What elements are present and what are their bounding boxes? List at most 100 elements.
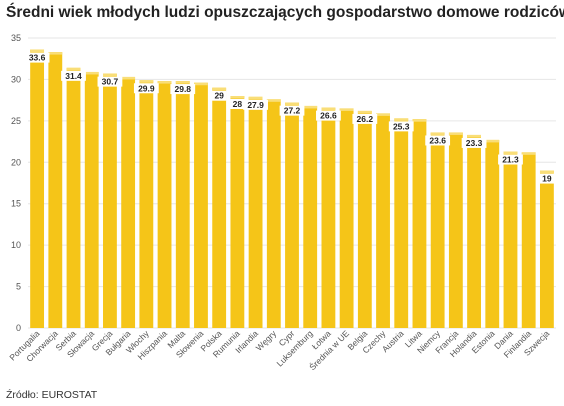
bar-cap bbox=[485, 139, 500, 143]
data-label-bg bbox=[279, 105, 305, 116]
bar bbox=[412, 119, 427, 328]
bar-cap bbox=[84, 71, 99, 75]
y-tick-label: 20 bbox=[11, 157, 21, 167]
bar-cap bbox=[248, 96, 263, 100]
bar-cap bbox=[430, 132, 445, 135]
data-label: 21.3 bbox=[502, 155, 519, 165]
data-label-bg bbox=[230, 99, 245, 109]
bar-cap bbox=[394, 118, 409, 121]
bar bbox=[175, 81, 190, 328]
data-label-bg bbox=[461, 137, 487, 148]
bar bbox=[48, 52, 63, 328]
bar bbox=[503, 151, 518, 328]
bar bbox=[357, 110, 372, 329]
bar bbox=[157, 81, 172, 328]
bar-cap bbox=[139, 80, 154, 83]
bar bbox=[194, 82, 208, 328]
bar bbox=[248, 96, 263, 328]
bar-cap bbox=[467, 134, 481, 138]
bar-cap bbox=[412, 119, 427, 122]
bar-cap bbox=[212, 87, 227, 91]
x-tick-label: Węgry bbox=[254, 328, 279, 353]
data-label: 26.6 bbox=[320, 111, 337, 121]
bar-cap bbox=[103, 73, 117, 77]
data-label: 27.2 bbox=[284, 106, 301, 116]
data-label: 29.8 bbox=[174, 84, 191, 94]
bar-cap bbox=[230, 96, 245, 99]
bar bbox=[103, 73, 117, 328]
bar-cap bbox=[30, 49, 45, 53]
bar bbox=[339, 108, 354, 328]
bar bbox=[84, 71, 99, 328]
bar-cap bbox=[321, 107, 336, 111]
data-label: 23.3 bbox=[466, 138, 483, 148]
bar-cap bbox=[376, 113, 390, 116]
bar-cap bbox=[448, 132, 463, 135]
data-label: 28 bbox=[233, 99, 243, 109]
data-label: 29.9 bbox=[138, 83, 155, 93]
y-tick-label: 15 bbox=[11, 199, 21, 209]
data-label: 23.6 bbox=[429, 135, 446, 145]
bars bbox=[30, 49, 554, 329]
bar bbox=[212, 87, 227, 328]
data-label-bg bbox=[316, 110, 341, 121]
bar bbox=[321, 107, 336, 328]
data-label: 33.6 bbox=[29, 53, 46, 63]
data-label-bg bbox=[498, 154, 523, 165]
bar bbox=[521, 152, 536, 328]
bar bbox=[66, 67, 81, 328]
y-tick-label: 30 bbox=[11, 74, 21, 84]
bar bbox=[30, 49, 45, 328]
data-label-bg bbox=[97, 76, 123, 87]
chart-title: Średni wiek młodych ludzi opuszczających… bbox=[6, 4, 564, 21]
bar bbox=[121, 76, 136, 328]
bar-cap bbox=[175, 81, 190, 84]
bar bbox=[467, 134, 481, 328]
bar bbox=[448, 132, 463, 328]
y-tick-label: 10 bbox=[11, 240, 21, 250]
bar-cap bbox=[521, 152, 536, 155]
bar-cap bbox=[285, 102, 299, 106]
data-label: 30.7 bbox=[102, 77, 119, 87]
y-axis: 0 5 10 15 20 25 30 35 bbox=[11, 33, 21, 333]
bar bbox=[485, 139, 500, 328]
bar bbox=[376, 113, 390, 329]
data-label-bg bbox=[425, 135, 451, 146]
data-label: 27.9 bbox=[247, 100, 264, 110]
y-tick-label: 5 bbox=[16, 282, 21, 292]
bar-cap bbox=[303, 105, 318, 109]
data-label-bg bbox=[24, 52, 50, 63]
data-label-bg bbox=[388, 121, 414, 132]
bar-cap bbox=[357, 110, 372, 114]
bar-cap bbox=[66, 67, 81, 71]
bar-cap bbox=[539, 170, 554, 174]
y-tick-label: 25 bbox=[11, 116, 21, 126]
x-axis: PortugaliaChorwacjaSerbiaSłowacjaGrecjaB… bbox=[7, 327, 551, 372]
data-label: 19 bbox=[542, 174, 552, 184]
bar bbox=[539, 170, 554, 328]
data-label: 31.4 bbox=[65, 71, 82, 81]
data-label: 26.2 bbox=[357, 114, 374, 124]
data-label-bg bbox=[539, 173, 555, 184]
bar-cap bbox=[339, 108, 354, 111]
bar bbox=[139, 80, 154, 328]
bar-cap bbox=[194, 82, 208, 86]
bar bbox=[430, 132, 445, 328]
source-note: Źródło: EUROSTAT bbox=[6, 389, 98, 401]
bar-cap bbox=[48, 52, 63, 55]
data-label-bg bbox=[61, 70, 86, 81]
y-tick-label: 0 bbox=[16, 323, 21, 333]
bar bbox=[303, 105, 318, 328]
bar bbox=[285, 102, 299, 328]
bar-cap bbox=[157, 81, 172, 84]
bar bbox=[266, 99, 281, 328]
data-label-bg bbox=[211, 90, 227, 101]
bar-cap bbox=[266, 99, 281, 102]
data-label-bg bbox=[170, 84, 196, 95]
bar bbox=[394, 118, 409, 328]
bar bbox=[230, 96, 245, 328]
data-label: 25.3 bbox=[393, 121, 410, 131]
data-labels: 33.6 31.4 30.7 29.9 29.8 29 28 27.9 27.2 26.6 26.2… bbox=[24, 52, 555, 184]
data-label-bg bbox=[243, 99, 268, 110]
